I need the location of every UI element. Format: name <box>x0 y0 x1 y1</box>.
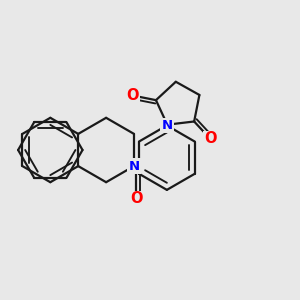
Text: O: O <box>127 88 139 103</box>
Text: N: N <box>128 160 140 172</box>
Text: N: N <box>161 119 172 132</box>
Text: N: N <box>128 160 140 172</box>
Text: O: O <box>204 131 217 146</box>
Text: O: O <box>130 191 143 206</box>
